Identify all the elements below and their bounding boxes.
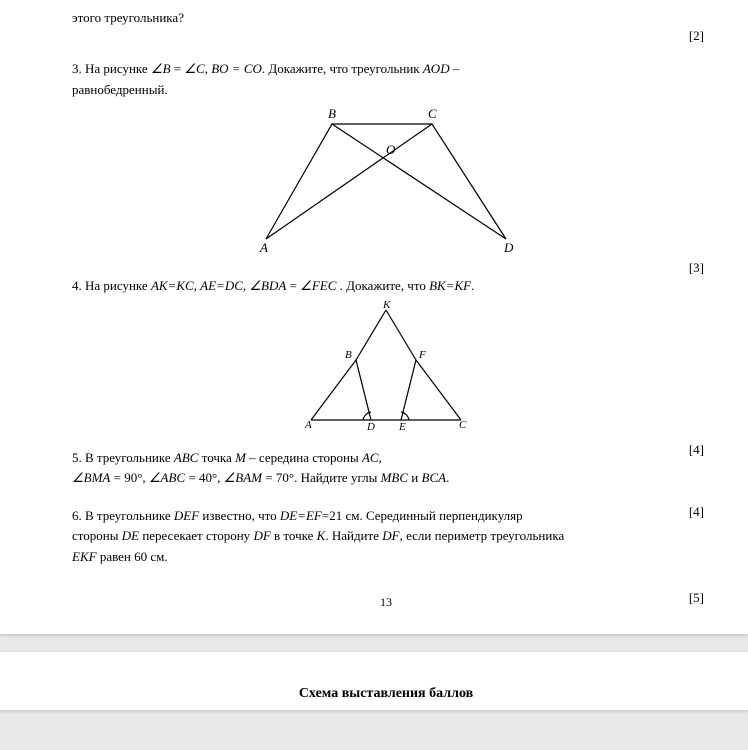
problem-6-line1: 6. В треугольнике DEF известно, что DE=E…	[72, 507, 700, 525]
fig4-label-c: C	[459, 419, 467, 430]
fig4-label-f: F	[418, 349, 426, 361]
page-2: Схема выставления баллов	[0, 652, 748, 710]
fig3-label-a: A	[259, 240, 268, 254]
figure-4: A B C D E F K	[72, 300, 700, 435]
problem-3: 3. На рисунке ∠B = ∠C, BO = CO. Докажите…	[72, 60, 700, 259]
problem-6-line3: EKF равен 60 см.	[72, 548, 700, 566]
problem-6: 6. В треугольнике DEF известно, что DE=E…	[72, 507, 700, 566]
score-3: [3]	[689, 260, 704, 276]
score-2: [2]	[689, 28, 704, 44]
page-2-title: Схема выставления баллов	[72, 686, 700, 702]
problem-5: 5. В треугольнике ABC точка M – середина…	[72, 449, 700, 487]
score-6: [5]	[689, 590, 704, 606]
fig4-label-d: D	[366, 421, 375, 430]
problem-3-text-2: равнобедренный.	[72, 81, 700, 99]
figure-4-svg: A B C D E F K	[301, 300, 471, 430]
fig3-label-b: B	[328, 106, 336, 121]
problem-6-line2: стороны DE пересекает сторону DF в точке…	[72, 527, 700, 545]
problem-4-text: 4. На рисунке AK=KC, AE=DC, ∠BDA = ∠FEC …	[72, 277, 700, 295]
fig3-label-c: C	[428, 106, 437, 121]
fragment-line: этого треугольника?	[72, 10, 700, 26]
fig3-label-d: D	[503, 240, 514, 254]
fig3-label-o: O	[386, 142, 396, 157]
fig4-label-k: K	[382, 300, 391, 311]
fig4-label-a: A	[304, 419, 312, 430]
figure-3: A B C D O	[72, 104, 700, 259]
problem-5-line1: 5. В треугольнике ABC точка M – середина…	[72, 449, 700, 467]
page-1: этого треугольника? [2] 3. На рисунке ∠B…	[0, 0, 748, 634]
page-number: 13	[72, 595, 700, 610]
problem-5-line2: ∠BMA = 90°, ∠ABC = 40°, ∠BAM = 70°. Найд…	[72, 469, 700, 487]
fig4-label-b: B	[345, 349, 352, 361]
problem-4: 4. На рисунке AK=KC, AE=DC, ∠BDA = ∠FEC …	[72, 277, 700, 435]
figure-3-svg: A B C D O	[246, 104, 526, 254]
fig4-label-e: E	[398, 421, 406, 430]
problem-3-text: 3. На рисунке ∠B = ∠C, BO = CO. Докажите…	[72, 60, 700, 78]
